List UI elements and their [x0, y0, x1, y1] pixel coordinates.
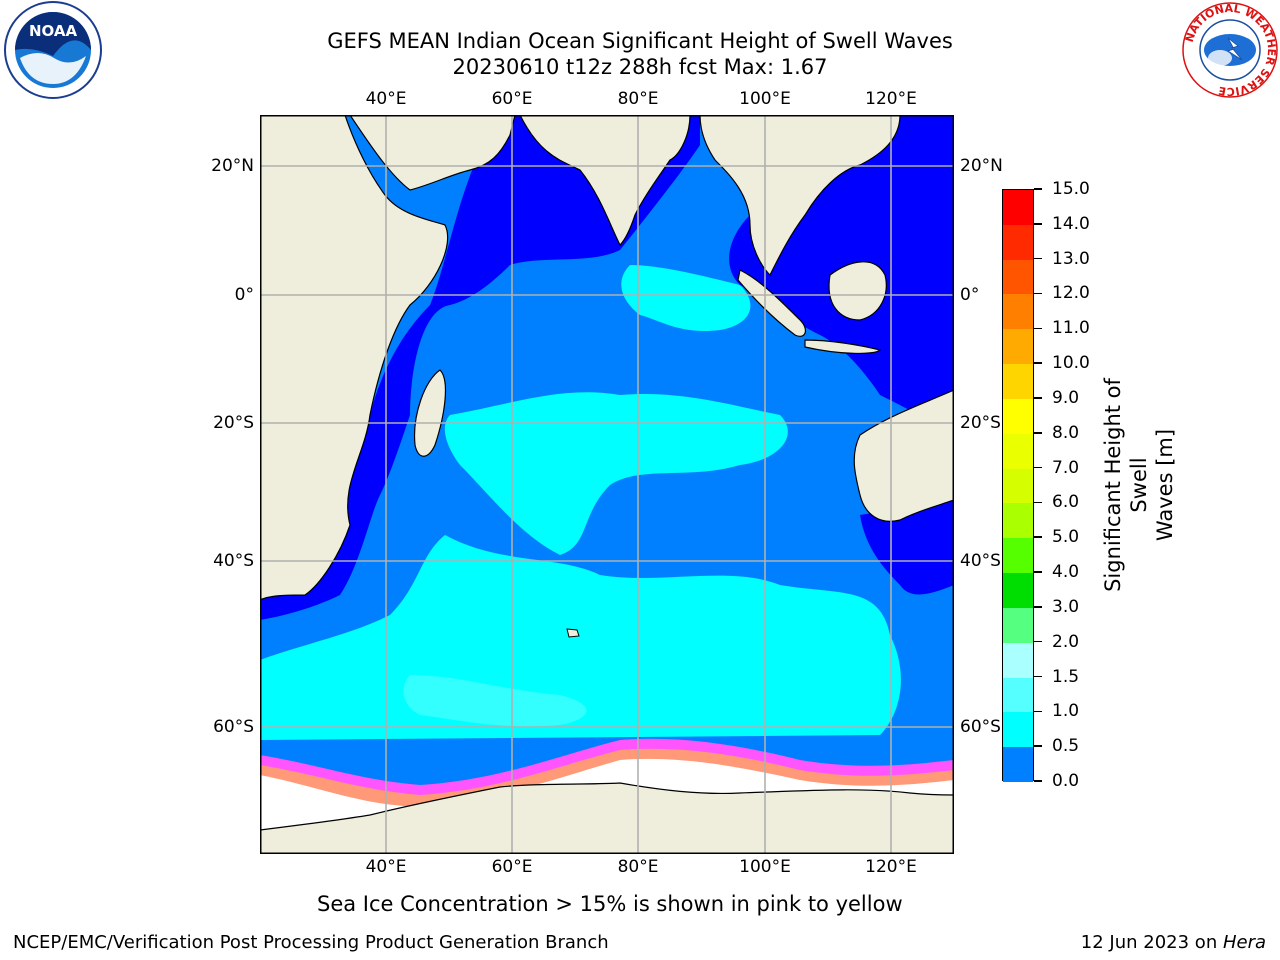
svg-text:NOAA: NOAA	[29, 22, 78, 40]
colorbar-tick-label: 14.0	[1052, 213, 1090, 234]
colorbar-tick-label: 15.0	[1052, 179, 1090, 199]
colorbar-tick-label: 0.0	[1052, 771, 1080, 791]
colorbar-segment	[1003, 190, 1033, 226]
colorbar-tick-label: 0.5	[1052, 736, 1080, 757]
colorbar-label: Significant Height of Swell Waves [m]	[1100, 355, 1177, 615]
colorbar-tick-mark	[1034, 606, 1042, 608]
colorbar-tick-mark	[1034, 397, 1042, 399]
colorbar-tick-mark	[1034, 710, 1042, 713]
colorbar-tick-label: 13.0	[1052, 248, 1090, 269]
colorbar-tick-mark	[1034, 327, 1042, 330]
colorbar-segment	[1003, 398, 1033, 435]
colorbar-segment	[1003, 468, 1033, 504]
colorbar-tick-label: 2.0	[1052, 631, 1080, 652]
colorbar-label-line2: Waves [m]	[1153, 428, 1177, 542]
colorbar-tick-mark	[1034, 536, 1042, 538]
colorbar-tick-mark	[1034, 257, 1042, 260]
colorbar-tick-mark	[1034, 571, 1042, 573]
colorbar-tick-mark	[1034, 292, 1042, 295]
y-tick-right-20n: 20°N	[960, 156, 1003, 176]
x-tick-bottom-40e: 40°E	[365, 857, 407, 877]
y-tick-left-20s: 20°S	[213, 413, 254, 433]
x-tick-bottom-80e: 80°E	[617, 857, 659, 877]
x-tick-bottom-60e: 60°E	[491, 857, 533, 877]
colorbar-segment	[1003, 677, 1033, 713]
colorbar-tick-mark	[1034, 745, 1042, 747]
colorbar-tick-mark	[1034, 466, 1042, 469]
colorbar-tick-label: 4.0	[1052, 562, 1080, 583]
map-panel	[259, 114, 955, 855]
colorbar-tick-label: 10.0	[1052, 353, 1090, 374]
footer-date: 12 Jun 2023 on Hera	[1081, 932, 1266, 954]
colorbar-tick-mark	[1034, 675, 1042, 678]
colorbar-segment	[1003, 329, 1033, 365]
colorbar-tick-label: 5.0	[1052, 527, 1080, 548]
y-tick-left-40s: 40°S	[213, 551, 254, 571]
x-tick-top-40e: 40°E	[365, 89, 407, 109]
y-tick-right-60s: 60°S	[960, 717, 1001, 737]
colorbar-tick-label: 8.0	[1052, 422, 1080, 443]
colorbar-tick-mark	[1034, 640, 1042, 643]
colorbar-segment	[1003, 642, 1033, 679]
colorbar-tick-label: 1.5	[1052, 666, 1080, 687]
colorbar-label-line1: Significant Height of Swell	[1101, 378, 1151, 592]
colorbar-segment	[1003, 364, 1033, 400]
colorbar-segment	[1003, 747, 1033, 783]
colorbar-segment	[1003, 224, 1033, 261]
y-tick-left-20n: 20°N	[211, 156, 254, 176]
colorbar-tick-label: 7.0	[1052, 457, 1080, 478]
colorbar-tick-label: 6.0	[1052, 492, 1080, 513]
colorbar-segment	[1003, 259, 1033, 295]
colorbar-tick-label: 9.0	[1052, 387, 1080, 408]
x-tick-top-60e: 60°E	[491, 89, 533, 109]
noaa-logo: NOAA	[0, 0, 106, 100]
y-tick-right-40s: 40°S	[960, 551, 1001, 571]
map-subtitle: 20230610 t12z 288h fcst Max: 1.67	[452, 55, 828, 79]
footer-host: Hera	[1222, 932, 1266, 953]
colorbar-tick-label: 11.0	[1052, 318, 1090, 339]
x-tick-bottom-120e: 120°E	[865, 857, 917, 877]
footer-date-text: 12 Jun 2023 on	[1080, 932, 1223, 953]
x-tick-bottom-100e: 100°E	[739, 857, 791, 877]
sea-ice-note: Sea Ice Concentration > 15% is shown in …	[317, 892, 903, 916]
colorbar-tick-mark	[1034, 432, 1042, 434]
map-canvas	[259, 114, 955, 855]
colorbar-tick-mark	[1034, 501, 1042, 504]
colorbar-segment	[1003, 607, 1033, 644]
y-tick-right-20s: 20°S	[960, 413, 1001, 433]
x-tick-top-120e: 120°E	[865, 89, 917, 109]
colorbar-tick-mark	[1034, 188, 1042, 190]
map-title: GEFS MEAN Indian Ocean Significant Heigh…	[327, 29, 953, 53]
y-tick-right-0: 0°	[960, 285, 980, 305]
footer-branch: NCEP/EMC/Verification Post Processing Pr…	[13, 932, 609, 953]
x-tick-top-80e: 80°E	[617, 89, 659, 109]
y-tick-left-60s: 60°S	[213, 717, 254, 737]
colorbar-segment	[1003, 433, 1033, 470]
x-tick-top-100e: 100°E	[739, 89, 791, 109]
colorbar-segment	[1003, 712, 1033, 748]
colorbar-tick-mark	[1034, 780, 1042, 782]
colorbar-segment	[1003, 294, 1033, 330]
colorbar-tick-label: 12.0	[1052, 283, 1090, 304]
colorbar-segment	[1003, 573, 1033, 609]
colorbar-tick-label: 1.0	[1052, 701, 1080, 722]
colorbar-tick-mark	[1034, 223, 1042, 225]
colorbar	[1002, 189, 1034, 783]
colorbar-segment	[1003, 503, 1033, 539]
colorbar-tick-label: 3.0	[1052, 596, 1080, 617]
colorbar-segment	[1003, 538, 1033, 574]
graticule	[260, 115, 954, 854]
colorbar-tick-mark	[1034, 362, 1042, 364]
nws-logo: NATIONAL WEATHER SERVICE	[1180, 0, 1280, 100]
y-tick-left-0: 0°	[234, 285, 254, 305]
